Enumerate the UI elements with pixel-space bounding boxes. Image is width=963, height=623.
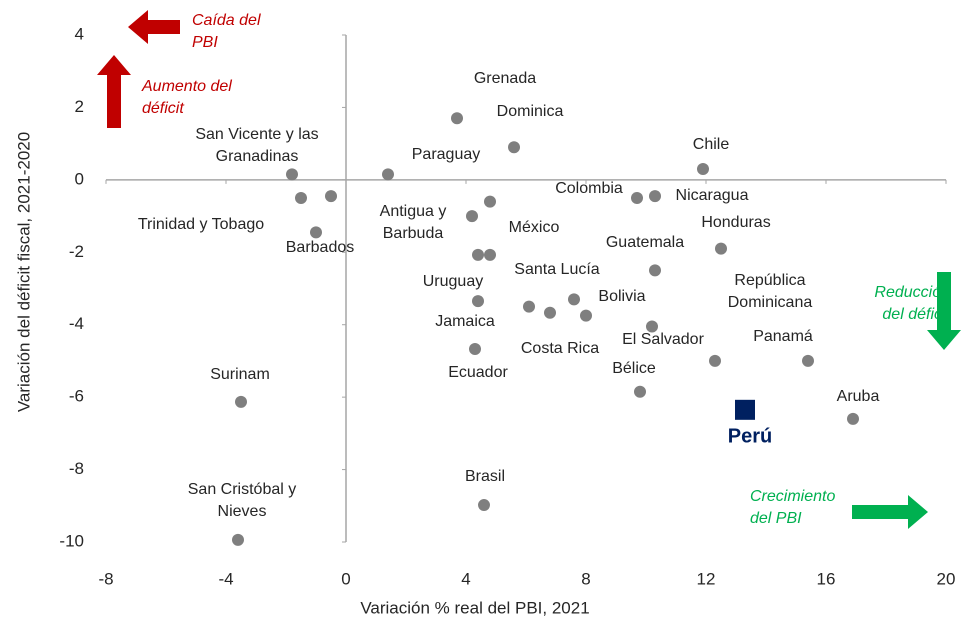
y-tick-label: -6: [69, 387, 84, 406]
point-label: Santa Lucía: [514, 261, 600, 278]
point: [735, 399, 755, 420]
point: [697, 162, 709, 175]
x-tick-label: 0: [341, 569, 350, 588]
annotation: Aumento del déficit: [141, 78, 232, 117]
point-label: México: [509, 219, 560, 236]
point-label: Aruba: [837, 388, 880, 405]
point-label: Jamaica: [435, 313, 495, 330]
point-label: Perú: [728, 425, 772, 447]
annotation: Crecimiento del PBI: [750, 488, 835, 527]
point: [286, 168, 298, 181]
x-tick-label: 16: [817, 569, 836, 588]
arrow-up: [97, 55, 131, 128]
point: [544, 306, 556, 319]
point-label: Dominica: [497, 103, 564, 120]
point-label: Panamá: [753, 328, 813, 345]
y-tick-label: -4: [69, 314, 84, 333]
point-label: Trinidad y Tobago: [138, 216, 264, 233]
x-tick-label: -4: [218, 569, 233, 588]
arrow-left: [128, 10, 180, 44]
point: [715, 242, 727, 255]
arrow-down: [927, 272, 961, 350]
point: [466, 210, 478, 223]
point-label: Chile: [693, 136, 730, 153]
point-label: Grenada: [474, 70, 536, 87]
point: [310, 226, 322, 239]
point: [295, 191, 307, 204]
point: [451, 112, 463, 125]
point: [484, 195, 496, 208]
annotation: Reducción del déficit: [874, 284, 950, 323]
point-label: Bélice: [612, 360, 656, 377]
point-label: Bolivia: [598, 288, 645, 305]
point-label: San Vicente y las Granadinas: [195, 126, 318, 165]
point: [235, 395, 247, 408]
x-tick-label: -8: [98, 569, 113, 588]
point-label: Brasil: [465, 468, 505, 485]
point-label: San Cristóbal y Nieves: [188, 481, 297, 520]
x-tick-label: 4: [461, 569, 470, 588]
annotation: Caída del PBI: [192, 12, 261, 51]
point: [709, 354, 721, 367]
y-axis-title: Variación del déficit fiscal, 2021-2020: [14, 132, 33, 412]
point: [631, 191, 643, 204]
point: [847, 412, 859, 425]
point: [469, 342, 481, 355]
y-tick-label: -8: [69, 459, 84, 478]
point: [508, 141, 520, 154]
point-label: Ecuador: [448, 364, 508, 381]
point-label: Nicaragua: [676, 187, 749, 204]
point-label: El Salvador: [622, 331, 704, 348]
arrow-right: [852, 495, 928, 529]
point: [484, 248, 496, 261]
point-label: Paraguay: [412, 146, 481, 163]
point-label: Surinam: [210, 366, 270, 383]
point: [580, 309, 592, 322]
point-label: Uruguay: [423, 273, 483, 290]
x-tick-label: 12: [697, 569, 716, 588]
point: [802, 354, 814, 367]
point: [568, 293, 580, 306]
point-label: Costa Rica: [521, 340, 599, 357]
x-tick-label: 8: [581, 569, 590, 588]
point: [478, 499, 490, 512]
y-tick-label: -2: [69, 242, 84, 261]
point: [649, 190, 661, 203]
point: [646, 320, 658, 333]
point-label: Guatemala: [606, 234, 684, 251]
point-label: Colombia: [555, 180, 623, 197]
point-label: República Dominicana: [728, 272, 813, 311]
point: [634, 385, 646, 398]
point-label: Honduras: [701, 214, 770, 231]
point-label: Antigua y Barbuda: [380, 203, 447, 242]
point: [472, 248, 484, 261]
y-tick-label: 4: [75, 24, 84, 43]
y-tick-label: 2: [75, 97, 84, 116]
point: [382, 168, 394, 181]
x-axis-title: Variación % real del PBI, 2021: [360, 598, 589, 617]
point: [232, 533, 244, 546]
point-label: Barbados: [286, 239, 355, 256]
point: [649, 264, 661, 277]
y-tick-label: -10: [59, 531, 84, 550]
x-tick-label: 20: [937, 569, 956, 588]
point: [325, 190, 337, 203]
point: [523, 300, 535, 313]
y-tick-label: 0: [75, 169, 84, 188]
point: [472, 295, 484, 308]
